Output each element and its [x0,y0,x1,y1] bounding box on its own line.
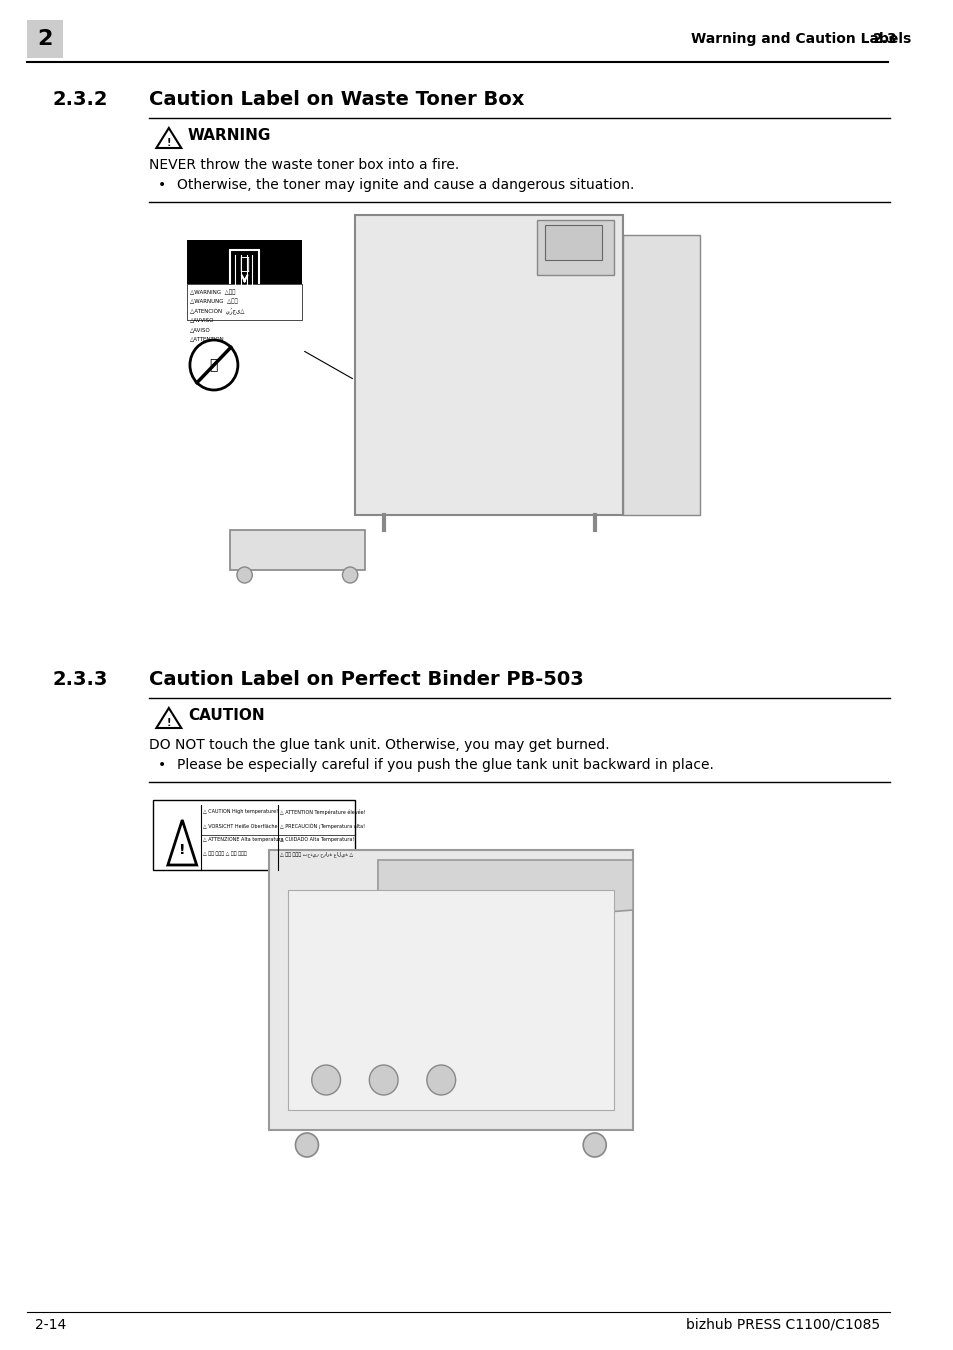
Bar [187,240,302,284]
Circle shape [312,1065,340,1095]
Text: △ATTENTION: △ATTENTION [190,336,225,342]
Text: △WARNUNG  △경고: △WARNUNG △경고 [190,298,237,304]
Bar [187,284,302,320]
Bar [355,215,623,514]
Bar [288,890,614,1110]
Text: Caution Label on Perfect Binder PB-503: Caution Label on Perfect Binder PB-503 [149,670,583,688]
Text: △AVISO: △AVISO [190,327,211,332]
Text: △ 주의 고온！ تحذير حرارة عالية △: △ 주의 고온！ تحذير حرارة عالية △ [280,850,353,857]
Bar [230,531,364,570]
Bar [537,220,614,275]
Text: Warning and Caution Labels: Warning and Caution Labels [690,32,910,46]
Text: •: • [158,178,167,192]
Bar [269,850,633,1130]
Text: △ 注意 高温！ △ 注意 高温！: △ 注意 高温！ △ 注意 高温！ [203,852,247,856]
Text: !: ! [179,842,185,857]
Text: WARNING: WARNING [188,128,271,143]
FancyBboxPatch shape [27,20,63,58]
Text: 2-14: 2-14 [34,1318,66,1332]
Text: 2.3.3: 2.3.3 [52,670,108,688]
Text: 🖨: 🖨 [210,358,218,373]
Bar [153,801,355,869]
Text: Please be especially careful if you push the glue tank unit backward in place.: Please be especially careful if you push… [177,757,714,772]
Text: !: ! [167,138,171,148]
Circle shape [190,340,237,390]
Text: △ CUIDADO Alta Temperatura!: △ CUIDADO Alta Temperatura! [280,837,355,842]
Text: 2.3: 2.3 [872,32,897,46]
Text: 2: 2 [37,28,52,49]
Text: △AVVISO: △AVVISO [190,317,214,323]
Text: bizhub PRESS C1100/C1085: bizhub PRESS C1100/C1085 [686,1318,880,1332]
Text: △ ATTENZIONE Alta temperatura: △ ATTENZIONE Alta temperatura [203,837,284,842]
Text: CAUTION: CAUTION [188,707,264,724]
Text: Otherwise, the toner may ignite and cause a dangerous situation.: Otherwise, the toner may ignite and caus… [177,178,634,192]
Text: DO NOT touch the glue tank unit. Otherwise, you may get burned.: DO NOT touch the glue tank unit. Otherwi… [149,738,609,752]
Circle shape [426,1065,456,1095]
Circle shape [295,1133,318,1157]
Text: △ATENCIÓN  يُرجى△: △ATENCIÓN يُرجى△ [190,308,244,315]
Text: !: ! [167,718,171,728]
Text: NEVER throw the waste toner box into a fire.: NEVER throw the waste toner box into a f… [149,158,458,171]
Circle shape [582,1133,605,1157]
Text: Caution Label on Waste Toner Box: Caution Label on Waste Toner Box [149,90,523,109]
Text: △WARNING  △경고: △WARNING △경고 [190,289,235,294]
Circle shape [342,567,357,583]
Text: △ VORSICHT Heiße Oberfläche!: △ VORSICHT Heiße Oberfläche! [203,824,279,829]
Circle shape [236,567,252,583]
Text: •: • [158,757,167,772]
Text: 2.3.2: 2.3.2 [52,90,108,109]
Text: △ PRECAUCIÓN ¡Temperatura alta!: △ PRECAUCIÓN ¡Temperatura alta! [280,824,365,829]
Circle shape [369,1065,397,1095]
Polygon shape [377,860,633,930]
Bar [230,250,258,288]
Bar [623,235,700,514]
Text: △ CAUTION High temperature!: △ CAUTION High temperature! [203,810,278,814]
Text: ⬛: ⬛ [239,255,250,273]
Bar [544,225,601,261]
Text: △ ATTENTION Température élevée!: △ ATTENTION Température élevée! [280,809,365,815]
